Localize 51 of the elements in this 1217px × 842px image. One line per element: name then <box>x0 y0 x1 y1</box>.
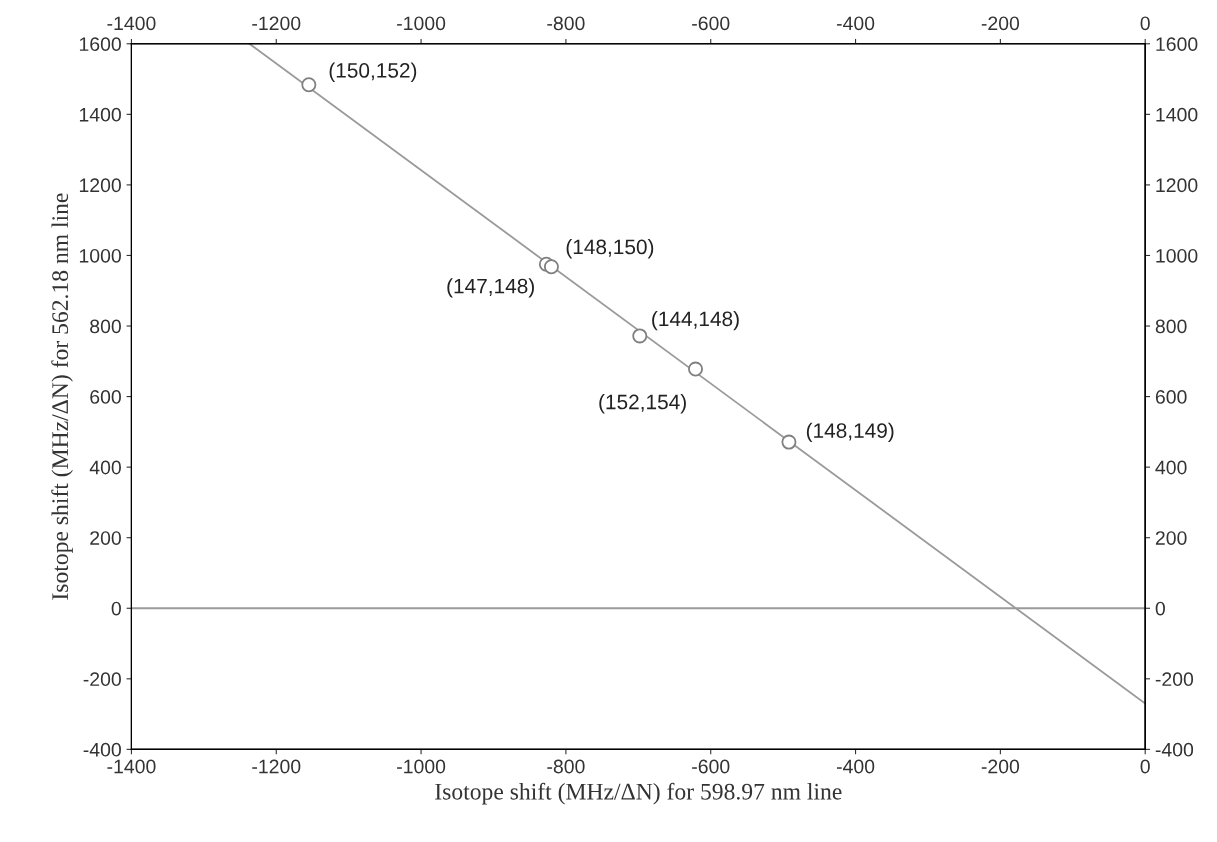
y2-tick-label: -200 <box>1155 672 1194 687</box>
annotation: (150,152) <box>329 62 417 82</box>
annotation: (148,150) <box>566 239 654 259</box>
point <box>632 328 648 344</box>
point <box>781 434 797 450</box>
y2-tick-label: 400 <box>1155 460 1187 475</box>
point <box>543 259 559 275</box>
x2-tick-label: -600 <box>692 16 730 31</box>
y2-tick-label: 1400 <box>1156 107 1198 122</box>
y2-tick-label: -400 <box>1155 742 1194 757</box>
annotation: (147,148) <box>447 278 534 298</box>
y-tick-label: 0 <box>111 601 121 616</box>
y-tick-label: 1000 <box>79 248 121 263</box>
y-tick-label: 1600 <box>79 37 121 52</box>
y2-tick-label: 0 <box>1155 601 1165 616</box>
y-axis-title: Isotope shift (MHz/ΔN) for 562.18 nm line <box>51 193 73 600</box>
x2-tick-label: 0 <box>1140 16 1150 31</box>
x-axis-title: Isotope shift (MHz/ΔN) for 598.97 nm line <box>435 782 842 805</box>
annotation: (144,148) <box>652 310 739 331</box>
y2-tick-label: 1600 <box>1156 37 1198 52</box>
x-tick-label: 0 <box>1140 759 1150 774</box>
y2-tick-label: 800 <box>1155 319 1187 334</box>
x2-tick-label: -1400 <box>107 16 156 31</box>
y-tick-label: -400 <box>83 742 121 757</box>
x2-tick-label: -1000 <box>397 16 446 31</box>
x-tick-label: -400 <box>836 759 875 774</box>
annotation: (148,149) <box>806 422 894 443</box>
y-tick-label: 1200 <box>79 178 121 193</box>
x-tick-label: -200 <box>981 759 1020 774</box>
x2-tick-label: -200 <box>981 16 1020 31</box>
x2-tick-label: -1200 <box>252 16 301 31</box>
x2-tick-label: -400 <box>836 16 875 31</box>
point <box>301 77 317 93</box>
x-tick-label: -800 <box>547 759 585 774</box>
y2-tick-label: 1200 <box>1156 178 1198 193</box>
y-tick-label: 1400 <box>79 107 121 122</box>
y-tick-label: 400 <box>89 460 121 475</box>
y-tick-label: 800 <box>90 319 121 334</box>
y-tick-label: 600 <box>90 390 121 404</box>
point <box>688 361 704 377</box>
x2-tick-label: -800 <box>547 16 585 31</box>
y2-tick-label: 1000 <box>1156 248 1198 263</box>
x-tick-label: -1400 <box>107 759 156 774</box>
x-tick-label: -1200 <box>252 759 301 774</box>
y2-tick-label: 600 <box>1155 390 1187 404</box>
y2-tick-label: 200 <box>1155 531 1187 545</box>
y-tick-label: -200 <box>83 672 121 687</box>
annotation: (152,154) <box>599 394 686 414</box>
x-tick-label: -1000 <box>397 759 446 774</box>
x-tick-label: -600 <box>692 759 730 774</box>
y-tick-label: 200 <box>90 531 121 545</box>
